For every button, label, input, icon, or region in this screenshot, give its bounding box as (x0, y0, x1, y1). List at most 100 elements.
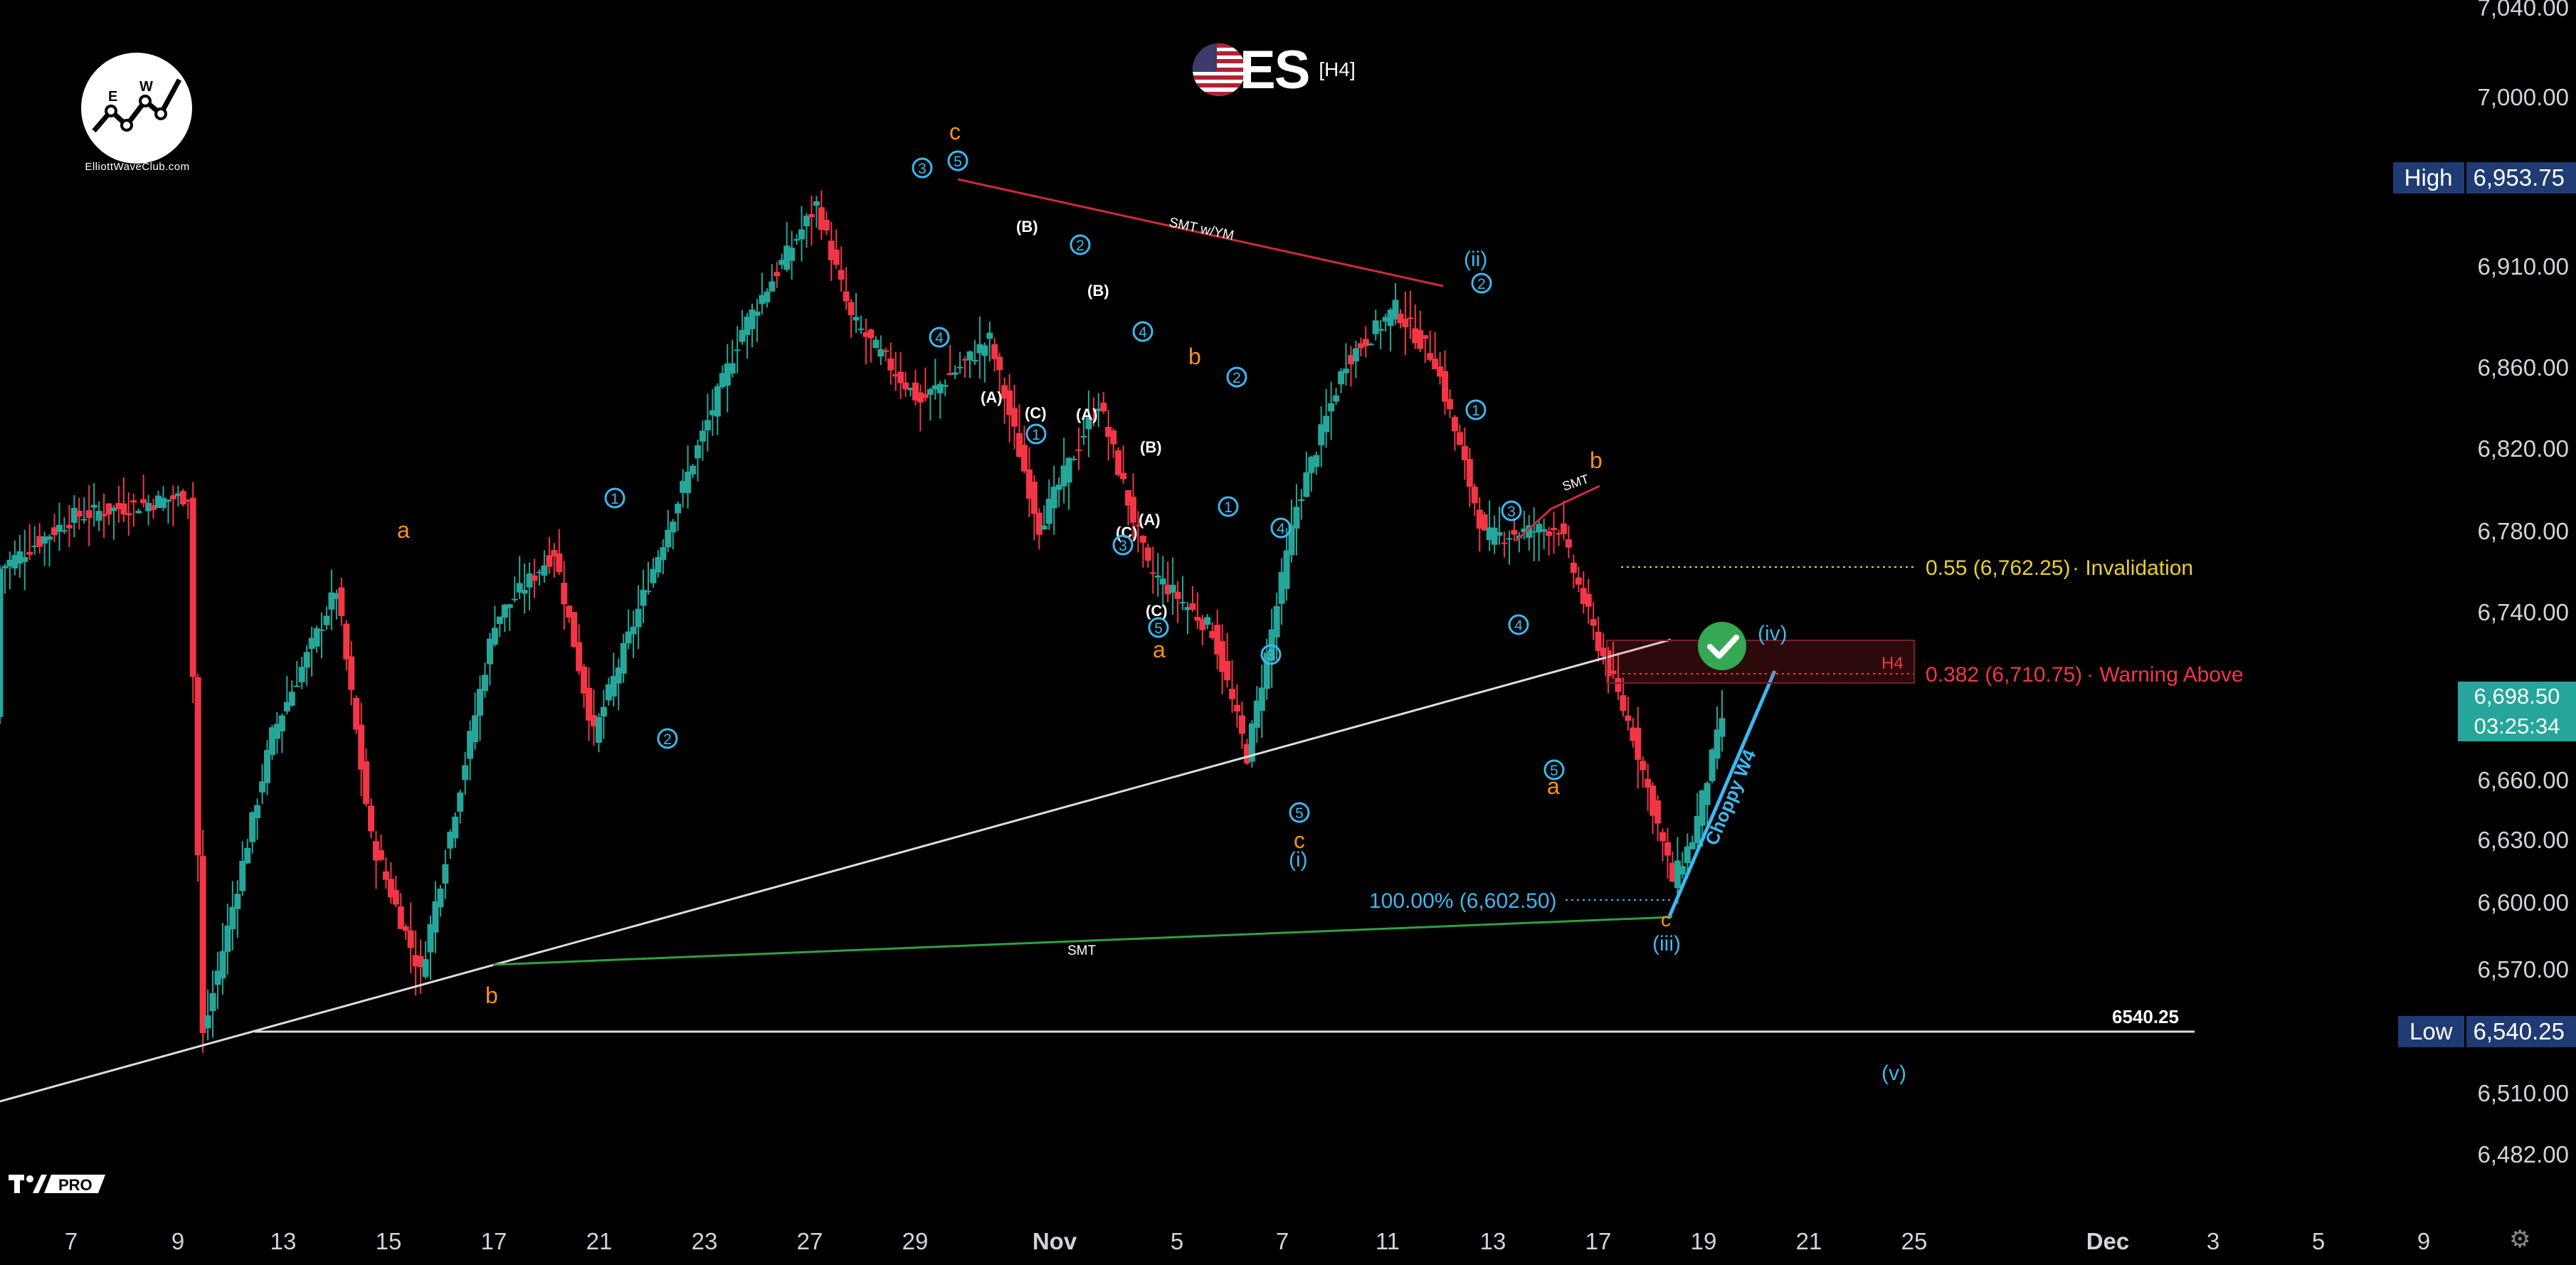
candle-body (1560, 523, 1567, 534)
candle-body (1199, 619, 1206, 630)
candle-body (887, 358, 894, 371)
candle-body (714, 386, 721, 417)
tradingview-pro-badge[interactable]: PRO (7, 1171, 107, 1197)
x-tick-label: 13 (1480, 1228, 1506, 1254)
candle-body (1541, 529, 1548, 531)
current-price: 6,698.50 (2474, 684, 2560, 709)
candle-body (1253, 700, 1260, 728)
candle-body (551, 550, 558, 557)
candle-body (823, 219, 830, 231)
candle-body (219, 951, 226, 979)
candle-body (85, 510, 93, 519)
candle-body (1055, 485, 1062, 490)
smt-ym-line (957, 178, 1444, 287)
wave-i: (i) (1289, 848, 1308, 872)
candle-body (1456, 432, 1463, 445)
candle-body (11, 555, 19, 569)
candle-body (1298, 499, 1305, 502)
candle-body (561, 583, 568, 605)
candle-body (848, 302, 855, 315)
warning-label: 0.382 (6,710.75) (1926, 663, 2082, 687)
candle-body (110, 507, 117, 512)
wave-white-A3: (A) (1139, 511, 1161, 529)
settings-gear-icon[interactable]: ⚙ (2509, 1226, 2531, 1253)
wave-circle-label: 3 (1260, 644, 1282, 665)
candle-body (1575, 577, 1582, 585)
candle-body (1229, 689, 1236, 699)
wave-circle-label: 2 (1070, 234, 1091, 255)
wave-white-C2: (C) (1116, 524, 1138, 541)
candle-body (803, 216, 811, 227)
candle-body (506, 604, 513, 608)
candle-body (1357, 343, 1364, 349)
candle-body (392, 889, 399, 905)
candle-body (1234, 704, 1241, 711)
choppy-w4-line (1667, 670, 1777, 917)
candle-body (16, 551, 23, 564)
wave-circle-label: 1 (1218, 496, 1239, 517)
candle-body (734, 349, 741, 351)
wave-circle-label: 4 (1508, 614, 1529, 635)
candle-body (41, 536, 48, 544)
y-tick-label: 7,040.00 (2478, 0, 2569, 21)
candle-body (363, 761, 370, 804)
wave-circle-label: 3 (1501, 500, 1522, 522)
chart-title: ES [H4] (1193, 38, 1356, 101)
candle-body (105, 503, 112, 515)
x-tick-label: 27 (797, 1228, 823, 1254)
candle-body (521, 589, 528, 594)
candle-body (996, 356, 1003, 371)
candle-body (477, 689, 484, 716)
candle-body (353, 698, 360, 730)
candle-body (744, 317, 751, 335)
wave-circle-label: 4 (1132, 321, 1154, 342)
candle-body (130, 500, 137, 503)
candle-body (1164, 584, 1171, 595)
candle-body (877, 349, 885, 357)
candle-body (556, 553, 563, 573)
wave-white-B3: (B) (1140, 438, 1162, 456)
x-tick-label: 17 (1585, 1228, 1612, 1254)
svg-text:4: 4 (935, 330, 944, 346)
x-tick-label: 21 (1796, 1228, 1822, 1254)
high-tag-label: High (2392, 162, 2464, 194)
svg-text:2: 2 (663, 731, 672, 748)
candle-body (1318, 424, 1325, 445)
y-tick-label: 6,910.00 (2478, 253, 2569, 280)
wave-iii: (iii) (1652, 932, 1681, 956)
candle-body (541, 565, 548, 576)
candle-body (1481, 514, 1488, 531)
candle-body (902, 382, 909, 390)
candle-body (268, 727, 275, 756)
trendline-main (0, 638, 1672, 1103)
candle-body (872, 339, 880, 349)
candle-body (511, 598, 518, 600)
candle-body (1640, 761, 1647, 771)
candle-body (1427, 353, 1434, 360)
symbol-label: ES (1240, 39, 1310, 100)
countdown: 03:25:34 (2474, 714, 2560, 739)
candle-body (793, 239, 801, 241)
candle-body (956, 366, 964, 369)
candle-body (1551, 527, 1558, 531)
candle-body (373, 841, 380, 861)
candle-body (600, 706, 607, 717)
candle-body (1001, 385, 1008, 399)
candle-body (174, 493, 181, 497)
candle-body (1273, 605, 1280, 637)
wave-circle-label: 5 (1543, 759, 1565, 780)
candle-body (1476, 509, 1483, 529)
candle-body (358, 724, 365, 770)
ewc-logo: E W C (81, 53, 192, 164)
candle-body (867, 329, 875, 339)
candle-body (303, 652, 310, 668)
pro-label: PRO (58, 1176, 93, 1194)
candle-body (1224, 660, 1231, 681)
y-tick-label: 6,820.00 (2478, 435, 2569, 462)
svg-text:3: 3 (1507, 504, 1516, 520)
candle-body (1546, 531, 1553, 536)
candle-body (1387, 309, 1394, 327)
candle-body (1006, 390, 1013, 416)
wave-circle-label: 4 (1270, 517, 1292, 539)
